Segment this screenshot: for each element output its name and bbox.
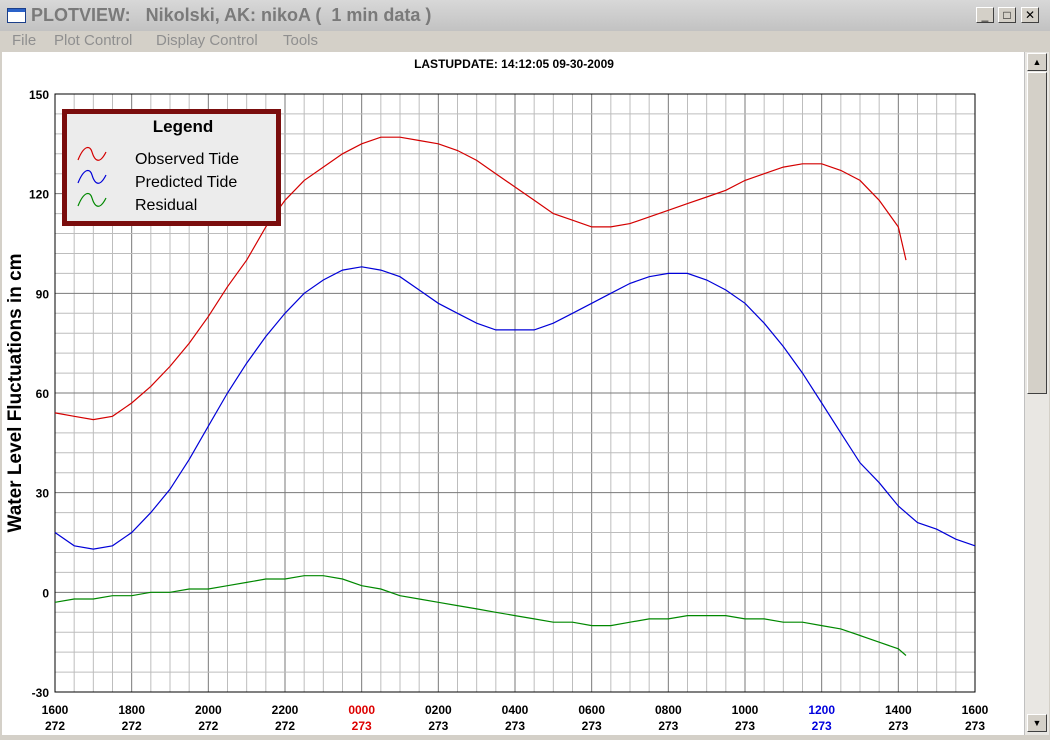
x-tick-time-label: 1000 [732,703,759,717]
observed-tide-line [54,136,907,421]
legend-label-observed: Observed Tide [135,151,239,168]
x-tick-day-label: 273 [965,719,985,733]
x-tick-time-label: 2000 [195,703,222,717]
residual-legend-icon [77,192,107,207]
title-bar: PLOTVIEW: Nikolski, AK: nikoA ( 1 min da… [0,0,1050,32]
x-tick-time-label: 0400 [502,703,529,717]
last-update-label: LASTUPDATE: 14:12:05 09-30-2009 [414,57,614,71]
x-tick-day-label: 272 [198,719,218,733]
y-axis-label: Water Level Fluctuations in cm [5,253,26,532]
app-window-icon[interactable] [7,8,26,23]
x-tick-time-label: 1800 [118,703,145,717]
x-tick-day-label: 273 [735,719,755,733]
menu-plot-control[interactable]: Plot Control [54,32,133,49]
series-group [54,136,976,656]
y-tick-label: 150 [29,88,49,102]
x-tick-day-label: 273 [812,719,832,733]
x-tick-day-label: 273 [505,719,525,733]
x-tick-time-label: 1200 [808,703,835,717]
predicted-tide-legend-icon [77,169,107,184]
x-tick-time-label: 0000 [348,703,375,717]
x-tick-day-label: 272 [45,719,65,733]
close-button[interactable]: ✕ [1021,7,1039,23]
x-tick-time-label: 1600 [962,703,989,717]
x-tick-day-label: 272 [122,719,142,733]
x-tick-time-label: 0200 [425,703,452,717]
y-axis: 150 120 90 60 30 0 -30 [29,88,49,700]
legend: Legend Observed Tide Predicted Tide Resi… [62,109,281,226]
x-tick-day-label: 273 [658,719,678,733]
legend-title: Legend [153,117,213,136]
y-tick-label: 120 [29,188,49,202]
y-tick-label: 30 [36,487,50,501]
scroll-down-button[interactable]: ▼ [1027,714,1047,732]
scroll-thumb[interactable] [1027,72,1047,394]
residual-line [54,575,907,656]
legend-label-predicted: Predicted Tide [135,174,237,191]
menu-display-control[interactable]: Display Control [156,32,258,49]
x-tick-day-label: 272 [275,719,295,733]
vertical-scrollbar[interactable]: ▲ ▼ [1024,52,1049,735]
x-tick-time-label: 2200 [272,703,299,717]
legend-body [67,114,276,221]
y-tick-label: 90 [36,287,50,301]
minimize-button[interactable]: _ [976,7,994,23]
plot-canvas: LASTUPDATE: 14:12:05 09-30-2009 150 120 90… [2,52,1024,735]
window-title: PLOTVIEW: Nikolski, AK: nikoA ( 1 min da… [31,5,432,25]
y-tick-label: 0 [42,586,49,600]
maximize-button[interactable]: □ [998,7,1016,23]
menu-file[interactable]: File [12,32,37,49]
observed-tide-legend-icon [77,146,107,161]
down-arrow-icon: ▼ [1032,718,1042,728]
x-tick-time-label: 1600 [42,703,69,717]
x-tick-time-label: 0600 [578,703,605,717]
menu-tools[interactable]: Tools [283,32,319,49]
y-tick-label: 60 [36,387,50,401]
legend-label-residual: Residual [135,197,197,214]
scroll-up-button[interactable]: ▲ [1027,53,1047,71]
plot-frame [54,93,976,693]
up-arrow-icon: ▲ [1032,57,1042,67]
y-tick-label: -30 [32,686,50,700]
x-tick-day-label: 273 [428,719,448,733]
tide-chart: LASTUPDATE: 14:12:05 09-30-2009 150 120 90… [5,57,989,733]
x-tick-time-label: 0800 [655,703,682,717]
x-axis: 1600 272 1800 272 2000 272 2200 272 0000 273 0200 2… [42,703,989,733]
x-tick-day-label: 273 [352,719,372,733]
x-tick-day-label: 273 [582,719,602,733]
predicted-tide-line [54,266,976,550]
x-tick-time-label: 1400 [885,703,912,717]
x-tick-day-label: 273 [888,719,908,733]
menu-bar: File Plot Control Display Control Tools [0,31,1050,51]
